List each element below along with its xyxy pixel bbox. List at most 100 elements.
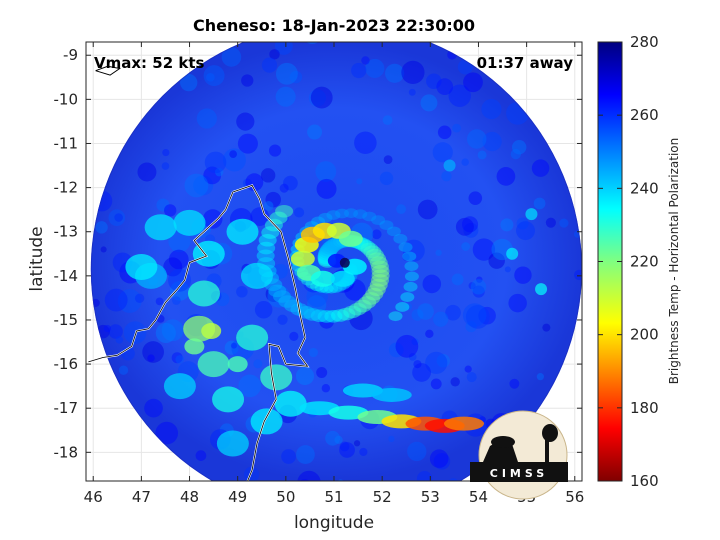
swath-texture <box>184 173 209 198</box>
land-signature <box>212 386 245 413</box>
swath-texture <box>545 217 556 228</box>
swath-texture <box>455 217 474 236</box>
swath-texture <box>500 218 514 232</box>
land-signature <box>197 351 230 378</box>
swath-texture <box>361 56 370 65</box>
swath-texture <box>466 372 477 383</box>
swath-texture <box>274 42 293 55</box>
swath-texture <box>408 353 417 361</box>
swath-texture <box>95 221 108 234</box>
swath-texture <box>514 266 532 284</box>
swath-texture <box>510 148 521 160</box>
swath-texture <box>356 178 363 185</box>
convective-cell <box>525 208 538 221</box>
swath-texture <box>413 360 422 369</box>
swath-texture <box>254 300 273 319</box>
swath-texture <box>289 331 299 341</box>
swath-texture <box>462 303 487 327</box>
swath-texture <box>531 159 550 177</box>
y-tick-label: -10 <box>54 90 79 108</box>
swath-texture <box>508 293 527 313</box>
swath-texture <box>516 217 529 230</box>
spiral-band-segment <box>393 233 408 244</box>
swath-texture <box>448 478 459 481</box>
swath-texture <box>468 191 483 205</box>
swath-texture <box>134 293 145 303</box>
swath-texture <box>351 62 367 79</box>
y-tick-label: -16 <box>54 355 79 373</box>
swath-texture <box>261 57 278 73</box>
land-warm-patch <box>201 322 222 339</box>
swath-texture <box>470 279 487 295</box>
swath-texture <box>203 166 222 185</box>
swath-texture <box>155 322 176 343</box>
swath-texture <box>203 65 225 87</box>
swath-texture <box>425 329 434 339</box>
land-signature <box>163 373 196 400</box>
eyewall-convection <box>290 250 315 267</box>
swath-texture <box>315 161 337 182</box>
y-axis-ticks: -9 -10 -11 -12 -13 -14 -15 -16 -17 -18 <box>54 46 582 461</box>
swath-texture <box>463 222 479 238</box>
swath-texture <box>203 209 223 229</box>
swath-texture <box>468 282 476 290</box>
swath-texture <box>180 73 198 92</box>
logo-banner <box>470 462 568 482</box>
swath-texture <box>299 503 308 512</box>
y-tick-label: -13 <box>54 223 79 241</box>
swath-texture <box>464 365 472 373</box>
cimss-logo: CIMSS <box>470 410 568 500</box>
swath-texture <box>172 296 181 305</box>
x-tick-label: 53 <box>421 488 440 506</box>
swath-texture <box>405 303 413 311</box>
spiral-band-segment <box>326 210 341 220</box>
swath-texture <box>175 355 185 364</box>
land-signature <box>173 209 206 236</box>
swath-texture <box>339 441 350 452</box>
swath-texture <box>411 309 424 321</box>
spiral-band-segment <box>403 281 418 292</box>
swath-texture <box>481 99 502 120</box>
swath-texture <box>289 70 303 84</box>
swath-texture <box>241 74 254 87</box>
swath-texture <box>388 435 395 443</box>
x-tick-label: 49 <box>228 488 247 506</box>
colorbar-tick-label: 220 <box>630 253 659 271</box>
swath-texture <box>316 178 337 199</box>
land-signature <box>240 262 273 289</box>
swath-texture <box>142 341 164 363</box>
y-tick-label: -12 <box>54 179 79 197</box>
swath-texture <box>435 249 442 256</box>
swath-texture <box>533 197 546 210</box>
swath-texture <box>482 131 502 152</box>
swath-texture <box>371 229 382 240</box>
swath-texture <box>296 479 313 481</box>
land-signature <box>144 214 177 241</box>
y-tick-label: -9 <box>63 46 78 64</box>
swath-texture <box>574 269 582 281</box>
swath-texture <box>230 342 237 349</box>
swath-texture <box>465 320 477 333</box>
coastline-west-outline <box>88 191 234 363</box>
swath-texture <box>108 209 126 227</box>
coastline <box>88 65 310 481</box>
swath-texture <box>451 273 464 286</box>
colorbar-tick-label: 180 <box>630 399 659 417</box>
swath-texture <box>365 58 385 78</box>
swath-texture <box>445 304 461 321</box>
swath-texture <box>422 274 442 294</box>
y-axis-label: latitude <box>27 226 47 291</box>
swath-texture <box>114 213 123 222</box>
swath-texture <box>260 168 276 183</box>
swath-texture <box>168 249 189 270</box>
x-tick-label: 50 <box>276 488 295 506</box>
swath-texture <box>385 63 405 83</box>
swath-texture <box>162 148 170 157</box>
outer-rainband <box>444 416 485 431</box>
swath-texture <box>432 142 453 163</box>
land-signature <box>250 408 283 435</box>
swath-texture <box>168 230 191 253</box>
swath-texture <box>478 306 496 325</box>
spiral-band-segment <box>335 208 350 219</box>
eyewall-convection <box>338 230 363 247</box>
